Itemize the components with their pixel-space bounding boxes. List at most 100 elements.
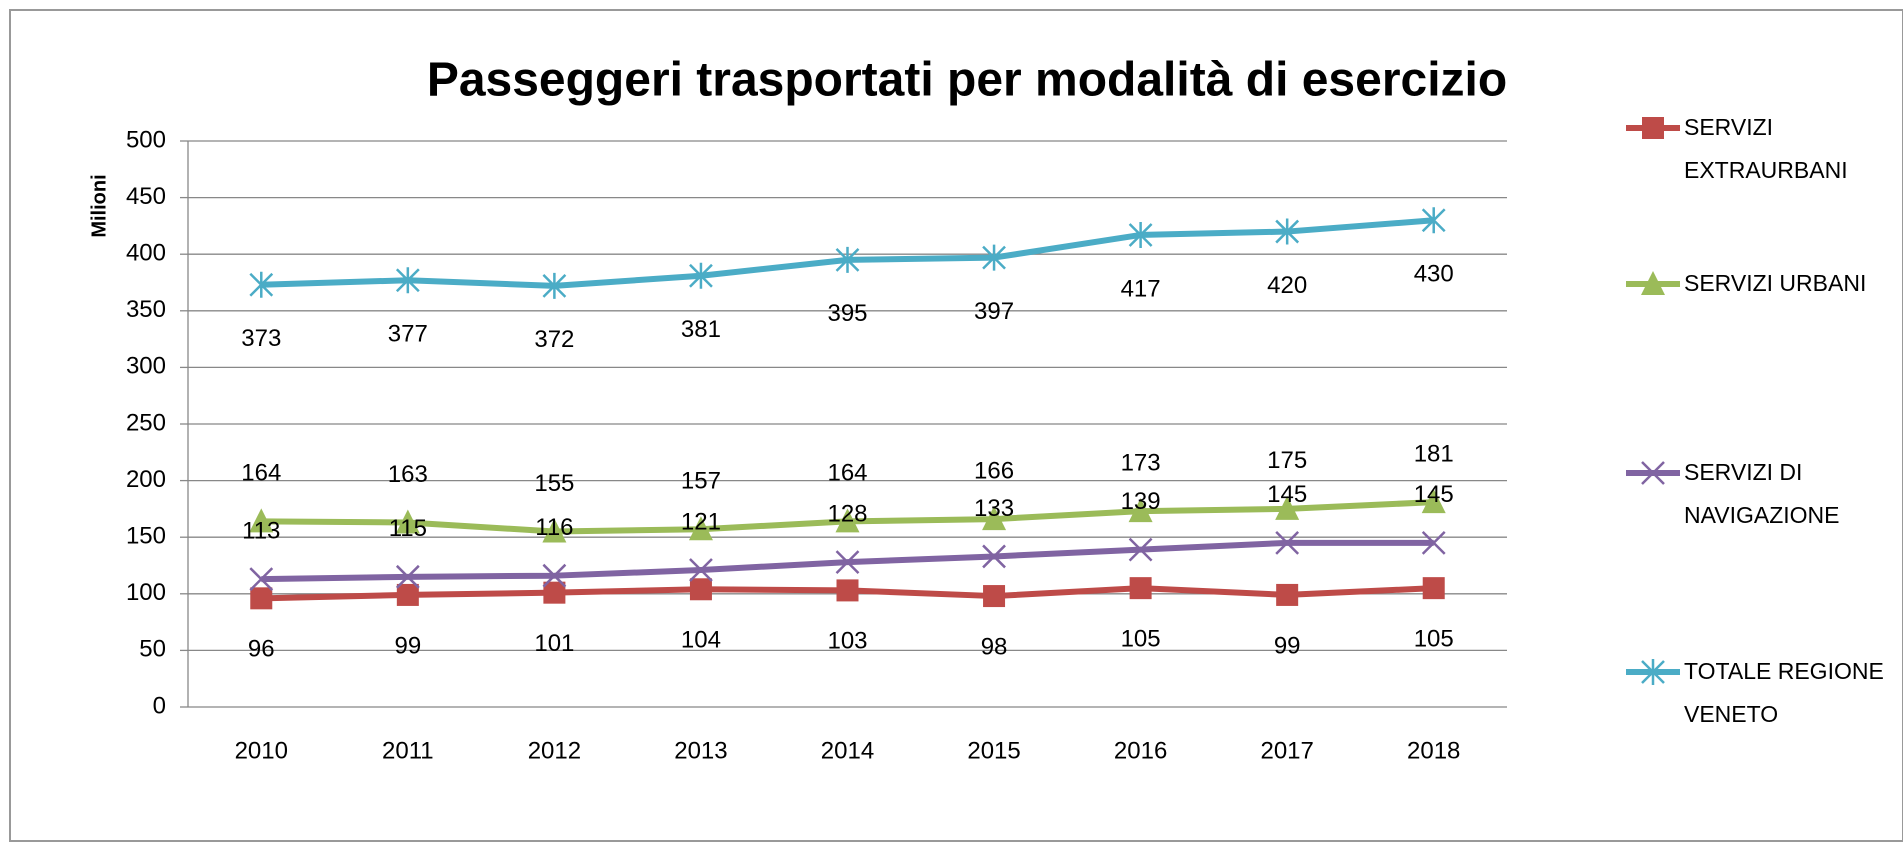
marker <box>542 563 567 588</box>
x-tick-label: 2011 <box>382 737 434 764</box>
x-tick-label: 2014 <box>821 737 874 764</box>
data-label: 420 <box>1267 272 1307 299</box>
marker <box>543 581 566 604</box>
y-tick-label: 100 <box>126 579 166 606</box>
data-label: 145 <box>1414 481 1454 508</box>
y-tick-label: 300 <box>126 353 166 380</box>
marker <box>689 578 712 601</box>
y-tick-label: 350 <box>126 296 166 323</box>
data-label: 397 <box>974 298 1014 325</box>
data-label: 104 <box>681 627 721 654</box>
data-label: 139 <box>1121 488 1161 515</box>
marker <box>983 585 1006 608</box>
marker <box>835 550 860 574</box>
marker <box>1421 530 1446 555</box>
data-label: 181 <box>1414 440 1454 467</box>
marker <box>688 516 713 541</box>
data-label: 103 <box>827 628 867 655</box>
marker <box>835 246 860 273</box>
data-label: 163 <box>388 461 428 488</box>
marker <box>689 262 713 289</box>
marker <box>1641 461 1665 485</box>
y-tick-label: 50 <box>139 636 166 663</box>
marker <box>249 271 274 298</box>
legend-label: TOTALE REGIONE VENETO <box>1684 658 1884 727</box>
marker <box>395 564 420 589</box>
marker <box>396 583 419 606</box>
y-tick-label: 150 <box>126 523 166 550</box>
frame <box>9 9 1903 842</box>
marker <box>395 267 420 294</box>
data-label: 133 <box>974 495 1014 522</box>
data-label: 417 <box>1121 275 1161 302</box>
marker <box>1276 583 1299 606</box>
data-label: 372 <box>534 326 574 353</box>
data-label: 101 <box>534 630 574 657</box>
data-label: 175 <box>1267 447 1307 474</box>
data-label: 128 <box>827 500 867 527</box>
data-label: 99 <box>1274 632 1301 659</box>
data-label: 96 <box>248 636 275 663</box>
legend-label: SERVIZI URBANI <box>1684 270 1867 296</box>
marker <box>1642 117 1664 139</box>
x-tick-label: 2017 <box>1260 737 1313 764</box>
marker <box>1128 498 1153 523</box>
marker <box>982 244 1006 271</box>
y-tick-label: 450 <box>126 183 166 210</box>
data-label: 145 <box>1267 481 1307 508</box>
data-label: 105 <box>1121 625 1161 652</box>
marker <box>982 506 1007 531</box>
data-label: 164 <box>827 460 867 487</box>
data-label: 113 <box>242 517 280 544</box>
y-tick-label: 250 <box>126 409 166 436</box>
marker <box>395 509 420 534</box>
marker <box>542 518 567 543</box>
marker <box>836 579 859 602</box>
marker <box>249 567 274 591</box>
marker <box>1641 271 1665 295</box>
legend-label: SERVIZI EXTRAURBANI <box>1684 114 1848 183</box>
chart-title: Passeggeri trasportati per modalità di e… <box>427 54 1507 107</box>
marker <box>1422 577 1445 600</box>
marker <box>1421 207 1446 234</box>
data-label: 155 <box>534 470 574 497</box>
data-label: 98 <box>981 633 1008 660</box>
data-label: 164 <box>241 460 281 487</box>
marker <box>1275 530 1300 555</box>
marker <box>1641 659 1665 685</box>
marker <box>1128 221 1153 248</box>
y-tick-label: 200 <box>126 466 166 493</box>
legend-label: SERVIZI DI NAVIGAZIONE <box>1684 459 1840 528</box>
x-tick-label: 2010 <box>235 737 288 764</box>
data-label: 157 <box>681 468 721 495</box>
data-label: 373 <box>241 325 281 352</box>
y-axis-label: Milioni <box>88 174 110 237</box>
marker <box>1275 495 1300 520</box>
data-label: 121 <box>681 508 721 535</box>
marker <box>982 544 1006 569</box>
data-label: 105 <box>1414 625 1454 652</box>
marker <box>1129 577 1152 600</box>
data-label: 99 <box>394 632 421 659</box>
marker <box>249 508 274 533</box>
data-label: 395 <box>827 300 867 327</box>
y-tick-label: 500 <box>126 126 166 153</box>
y-tick-label: 0 <box>153 692 166 719</box>
x-tick-label: 2016 <box>1114 737 1167 764</box>
marker <box>1275 218 1300 245</box>
marker <box>835 508 860 533</box>
x-tick-label: 2012 <box>528 737 581 764</box>
marker <box>250 587 273 610</box>
x-tick-label: 2018 <box>1407 737 1460 764</box>
x-tick-label: 2015 <box>967 737 1020 764</box>
data-label: 430 <box>1414 261 1454 288</box>
marker <box>542 272 567 299</box>
data-label: 381 <box>681 316 721 343</box>
x-tick-label: 2013 <box>674 737 727 764</box>
y-tick-label: 400 <box>126 240 166 267</box>
data-label: 377 <box>388 321 428 348</box>
marker <box>1128 537 1153 562</box>
data-label: 116 <box>535 514 573 541</box>
